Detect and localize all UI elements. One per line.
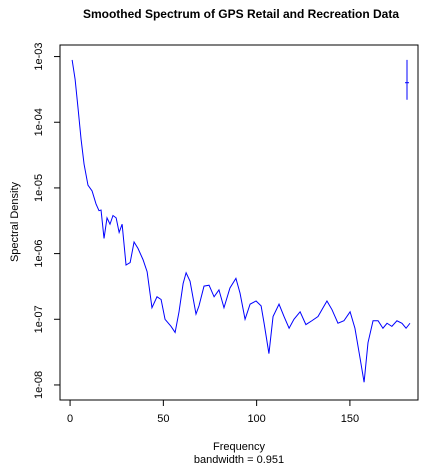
subtitle: bandwidth = 0.951 [194,454,284,466]
x-tick-label: 150 [341,413,359,425]
spectrum-line [71,59,411,383]
plot-frame [59,44,419,401]
y-tick-label: 1e-03 [33,42,45,70]
y-tick-label: 1e-08 [33,371,45,399]
y-tick-label: 1e-04 [33,108,45,136]
x-tick-label: 50 [157,413,169,425]
x-tick-label: 100 [247,413,265,425]
y-tick-label: 1e-05 [33,174,45,202]
x-tick-label: 0 [67,413,73,425]
y-tick-label: 1e-06 [33,240,45,268]
chart-title: Smoothed Spectrum of GPS Retail and Recr… [83,7,399,21]
y-tick-label: 1e-07 [33,305,45,333]
y-axis-label: Spectral Density [9,181,21,262]
x-axis-label: Frequency [213,441,265,453]
